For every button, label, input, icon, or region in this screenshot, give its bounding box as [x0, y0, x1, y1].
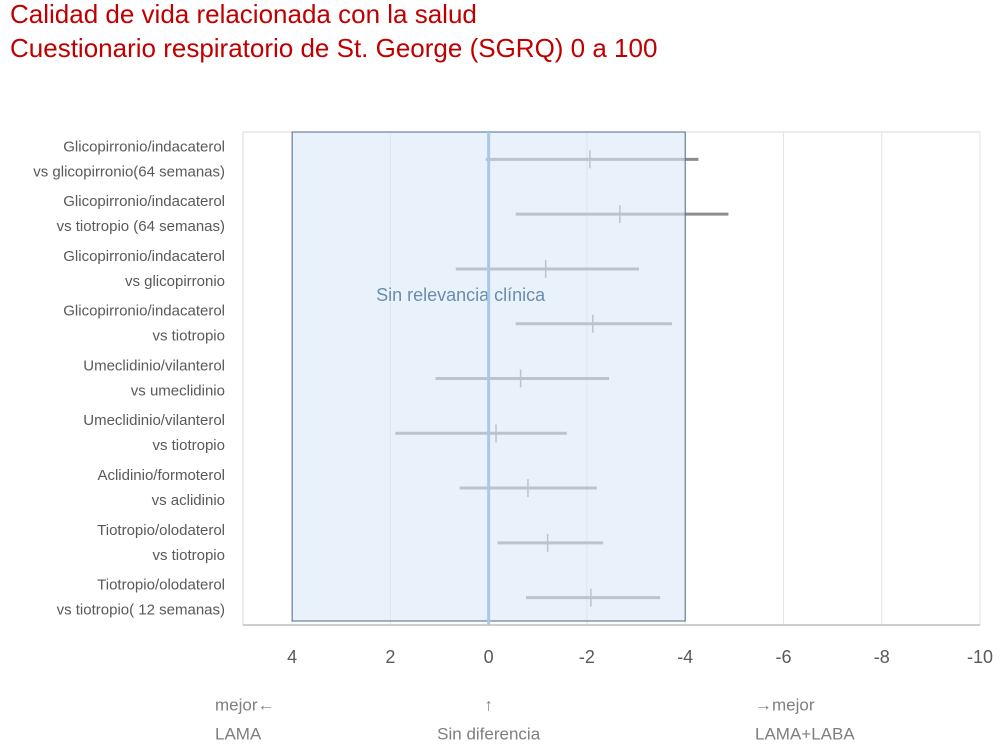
annotation: LAMA [215, 724, 262, 743]
annotation: →mejor [755, 695, 815, 714]
category-label: Glicopirronio/indacaterol [63, 138, 225, 155]
category-label: vs tiotropio [152, 547, 225, 564]
annotation: Sin diferencia [437, 724, 541, 743]
x-tick-label: -10 [967, 647, 993, 667]
annotation: LAMA+LABA [755, 724, 855, 743]
category-label: vs aclidinio [152, 492, 225, 509]
x-tick-label: -2 [579, 647, 595, 667]
category-label: Tiotropio/olodaterol [97, 522, 225, 539]
category-label: vs tiotropio (64 semanas) [57, 218, 225, 235]
category-label: Aclidinio/formoterol [97, 467, 225, 484]
category-label: Umeclidinio/vilanterol [83, 412, 225, 429]
annotation: mejor← [215, 695, 275, 714]
x-tick-label: 0 [484, 647, 494, 667]
x-tick-label: 4 [287, 647, 297, 667]
category-label: vs umeclidinio [131, 382, 225, 399]
chart-title: Cuestionario respiratorio de St. George … [10, 33, 657, 63]
category-label: Glicopirronio/indacaterol [63, 303, 225, 320]
category-label: vs tiotropio( 12 semanas) [57, 602, 225, 619]
chart-title: Calidad de vida relacionada con la salud [10, 0, 477, 29]
annotation: ↑ [484, 695, 493, 714]
category-label: Tiotropio/olodaterol [97, 577, 225, 594]
category-label: vs glicopirronio(64 semanas) [33, 163, 225, 180]
x-tick-label: -6 [775, 647, 791, 667]
category-label: vs tiotropio [152, 437, 225, 454]
category-label: vs glicopirronio [125, 273, 225, 290]
category-label: Glicopirronio/indacaterol [63, 193, 225, 210]
category-label: vs tiotropio [152, 328, 225, 345]
band-label: Sin relevancia clínica [376, 285, 546, 305]
category-label: Glicopirronio/indacaterol [63, 248, 225, 265]
x-tick-label: -8 [874, 647, 890, 667]
x-tick-label: -4 [677, 647, 693, 667]
x-tick-label: 2 [385, 647, 395, 667]
category-label: Umeclidinio/vilanterol [83, 357, 225, 374]
